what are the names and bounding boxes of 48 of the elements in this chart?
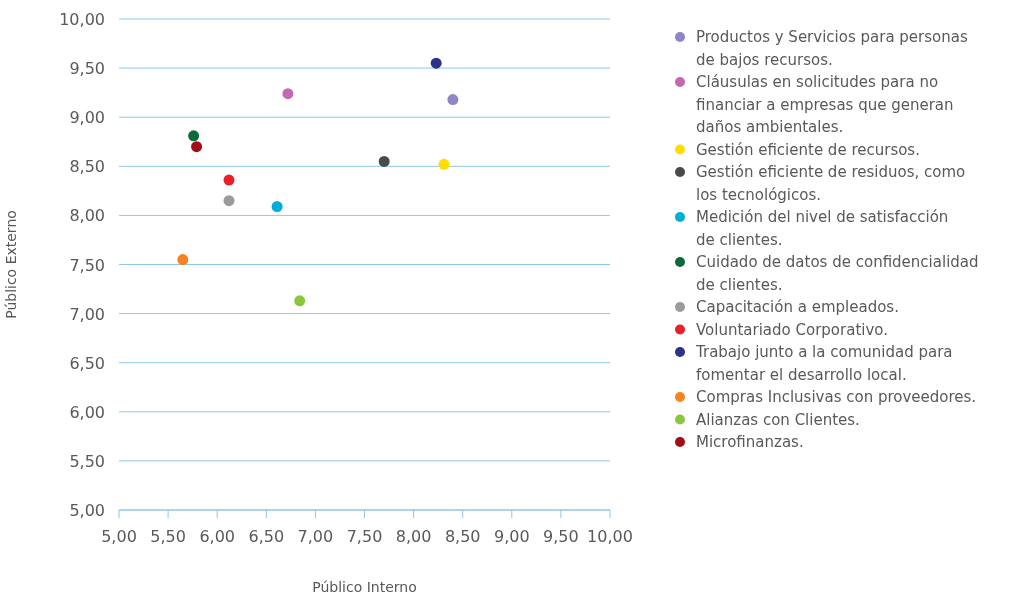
y-tick-label: 9,50 bbox=[69, 59, 105, 79]
point bbox=[271, 201, 283, 213]
legend-label: Microfinanzas. bbox=[696, 433, 804, 451]
legend-label: Gestión eficiente de recursos. bbox=[696, 140, 920, 159]
point bbox=[223, 195, 235, 207]
y-tick-label: 10,00 bbox=[59, 10, 105, 29]
y-tick-label: 7,00 bbox=[69, 304, 105, 324]
point bbox=[447, 94, 459, 106]
point bbox=[191, 141, 203, 153]
y-tick-label: 5,00 bbox=[69, 501, 105, 520]
legend-label: Medición del nivel de satisfacción de clientes. bbox=[696, 208, 949, 249]
point bbox=[294, 295, 306, 307]
x-tick-label: 6,50 bbox=[248, 527, 285, 546]
x-tick-label: 10,00 bbox=[587, 527, 633, 546]
point bbox=[282, 88, 294, 100]
y-tick-label: 8,00 bbox=[69, 206, 105, 226]
legend-label: Productos y Servicios para personas de bajos recursos. bbox=[696, 28, 968, 69]
point bbox=[430, 57, 442, 69]
y-tick-label: 6,00 bbox=[69, 402, 105, 422]
legend-label: Trabajo junto a la comunidad para fomentar el desarrollo local. bbox=[695, 343, 953, 384]
legend-label: Cláusulas en solicitudes para no financiar a empresas que generan daños ambientales. bbox=[696, 73, 954, 136]
x-tick-label: 7,00 bbox=[297, 527, 334, 546]
x-tick-label: 7,50 bbox=[346, 527, 383, 546]
x-tick-label: 6,00 bbox=[199, 527, 236, 546]
y-tick-label: 7,50 bbox=[69, 255, 105, 275]
point bbox=[438, 158, 450, 170]
x-tick-label: 5,50 bbox=[150, 527, 186, 546]
x-tick-label: 8,50 bbox=[444, 527, 481, 546]
point bbox=[177, 254, 189, 266]
legend-label: Cuidado de datos de confidencialidad de clientes. bbox=[696, 253, 979, 294]
y-tick-label: 6,50 bbox=[69, 353, 105, 373]
point bbox=[223, 174, 235, 186]
x-tick-label: 9,50 bbox=[543, 527, 579, 546]
x-axis-title: Público Interno bbox=[312, 579, 417, 595]
y-tick-label: 9,00 bbox=[69, 108, 105, 128]
y-tick-label: 8,50 bbox=[69, 157, 105, 177]
legend-label: Alianzas con Clientes. bbox=[696, 410, 860, 429]
x-tick-label: 5,00 bbox=[101, 527, 137, 546]
y-tick-label: 5,50 bbox=[69, 451, 105, 471]
point bbox=[188, 130, 200, 142]
legend-label: Compras Inclusivas con proveedores. bbox=[696, 388, 977, 406]
legend-label: Voluntariado Corporativo. bbox=[696, 320, 889, 339]
y-axis-title: Público Externo bbox=[3, 210, 19, 319]
x-tick-label: 8,00 bbox=[395, 527, 432, 546]
point bbox=[378, 155, 390, 167]
legend-label: Gestión eficiente de residuos, como los tecnológicos. bbox=[696, 163, 966, 204]
x-tick-label: 9,00 bbox=[493, 527, 530, 546]
legend-label: Capacitación a empleados. bbox=[696, 298, 899, 316]
